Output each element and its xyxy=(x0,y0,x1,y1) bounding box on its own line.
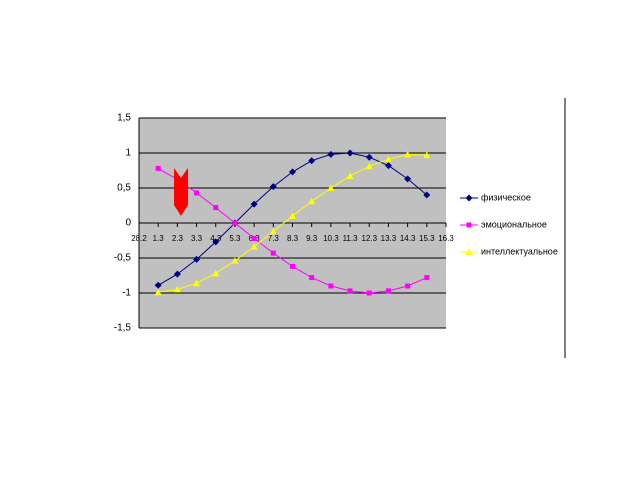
marker xyxy=(154,281,162,289)
y-tick-label: 0 xyxy=(125,218,131,229)
marker xyxy=(269,183,277,191)
marker xyxy=(385,288,391,294)
marker xyxy=(308,157,316,165)
marker xyxy=(465,194,473,202)
y-tick-label: -1 xyxy=(122,288,131,299)
y-tick-label: -0,5 xyxy=(114,253,132,264)
marker xyxy=(270,250,276,256)
marker xyxy=(251,235,257,241)
marker xyxy=(155,165,161,171)
y-tick-label: 1,5 xyxy=(117,113,131,124)
marker xyxy=(366,290,372,296)
marker xyxy=(154,288,162,296)
marker xyxy=(423,151,431,159)
marker xyxy=(250,200,258,208)
x-tick-label: 10.3 xyxy=(323,234,339,243)
marker xyxy=(232,220,238,226)
marker xyxy=(327,184,335,191)
marker xyxy=(193,255,201,263)
marker xyxy=(405,283,411,289)
marker xyxy=(193,279,201,287)
marker xyxy=(346,172,354,180)
legend-label: интеллектуальное xyxy=(481,246,558,256)
marker xyxy=(347,288,353,294)
legend-label: эмоциональное xyxy=(481,219,547,229)
x-tick-label: 13.3 xyxy=(381,234,397,243)
x-tick-label: 15.3 xyxy=(419,234,435,243)
marker xyxy=(424,275,430,281)
marker xyxy=(290,263,295,269)
marker xyxy=(309,275,315,281)
marker xyxy=(212,238,220,246)
legend-label: физическое xyxy=(481,192,531,202)
x-tick-label: 9.3 xyxy=(306,234,318,243)
x-tick-label: 14.3 xyxy=(400,234,416,243)
x-tick-label: 2.3 xyxy=(172,234,184,243)
marker xyxy=(231,257,239,264)
marker xyxy=(213,205,219,211)
x-tick-label: 7.3 xyxy=(268,234,280,243)
marker xyxy=(173,270,181,278)
marker xyxy=(346,149,354,157)
x-tick-label: 3.3 xyxy=(191,234,203,243)
marker xyxy=(384,155,392,163)
marker xyxy=(365,162,373,170)
marker xyxy=(289,212,296,219)
y-tick-label: 1 xyxy=(125,148,131,159)
marker xyxy=(308,197,316,205)
x-tick-label: 8.3 xyxy=(287,234,299,243)
marker xyxy=(465,248,473,255)
marker xyxy=(327,150,335,158)
y-tick-label: -1,5 xyxy=(114,323,132,334)
marker xyxy=(404,175,412,183)
marker xyxy=(212,269,220,277)
x-tick-label: 16.3 xyxy=(438,234,454,243)
x-tick-label: 11.3 xyxy=(343,234,359,243)
marker xyxy=(404,150,412,158)
x-tick-label: 4.3 xyxy=(210,234,222,243)
y-tick-label: 0,5 xyxy=(117,183,131,194)
marker xyxy=(328,283,334,289)
marker xyxy=(194,190,200,196)
x-tick-label: 12.3 xyxy=(361,234,377,243)
x-tick-label: 1.3 xyxy=(153,234,165,243)
marker xyxy=(269,227,277,235)
marker xyxy=(466,222,472,228)
x-tick-label: 28.2 xyxy=(131,234,147,243)
marker xyxy=(289,168,296,176)
arrow xyxy=(174,168,188,216)
marker xyxy=(423,191,431,199)
marker xyxy=(384,162,392,170)
x-tick-label: 5.3 xyxy=(229,234,241,243)
marker xyxy=(365,153,373,161)
marker xyxy=(250,243,258,250)
marker xyxy=(173,286,181,293)
